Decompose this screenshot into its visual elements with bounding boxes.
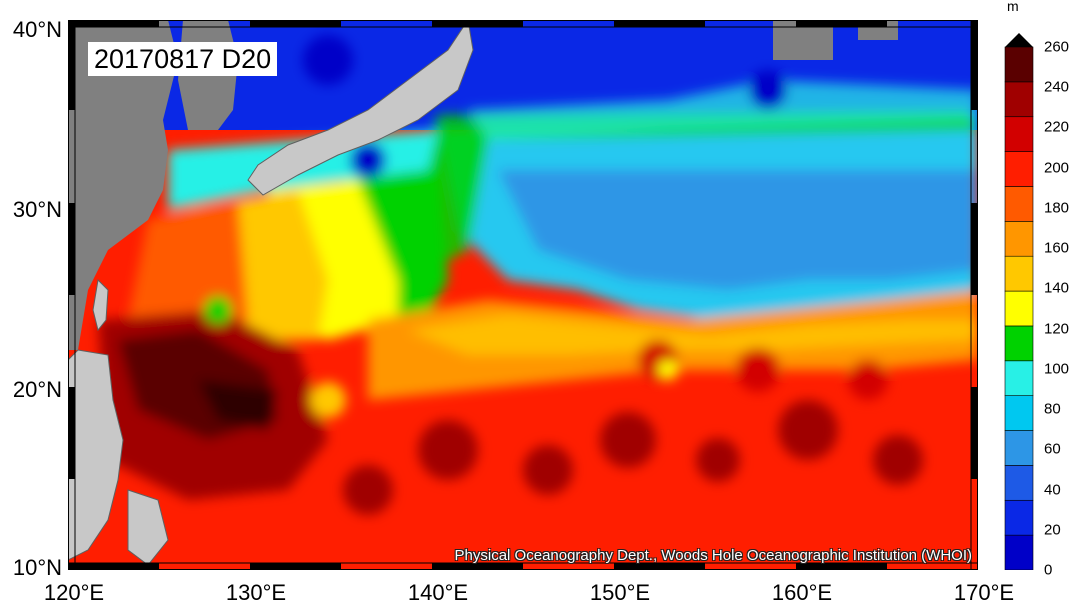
colorbar-tick-label: 0 (1044, 561, 1053, 579)
lon-label-140: 140°E (407, 580, 469, 605)
colorbar-swatch (1004, 395, 1034, 431)
colorbar-swatch (1004, 116, 1034, 152)
colorbar-tick-label: 120 (1044, 320, 1070, 338)
lon-label-130: 130°E (225, 580, 287, 605)
colorbar-swatch (1004, 81, 1034, 118)
colorbar-swatch (1004, 151, 1034, 187)
colorbar-swatch (1004, 221, 1034, 257)
colorbar-tick-label: 220 (1044, 118, 1070, 136)
lat-label-10: 10°N (12, 555, 62, 580)
credit-line: Physical Oceanography Dept., Woods Hole … (454, 547, 972, 564)
colorbar-swatch (1004, 430, 1034, 466)
colorbar-tick-label: 200 (1044, 159, 1070, 177)
colorbar (1004, 33, 1034, 570)
colorbar-swatch (1004, 46, 1034, 83)
lon-label-170: 170°E (953, 580, 1015, 605)
colorbar-tick-label: 80 (1044, 400, 1061, 418)
colorbar-swatch (1004, 465, 1034, 501)
lat-label-40: 40°N (12, 17, 62, 42)
colorbar-swatch (1004, 360, 1034, 396)
lon-label-150: 150°E (589, 580, 651, 605)
colorbar-swatch (1004, 499, 1034, 536)
colorbar-tick-label: 100 (1044, 360, 1070, 378)
colorbar-tick-label: 60 (1044, 440, 1061, 458)
depth-map (68, 20, 978, 570)
lon-label-120: 120°E (43, 580, 105, 605)
lon-label-160: 160°E (771, 580, 833, 605)
lat-label-20: 20°N (12, 377, 62, 402)
colorbar-swatch (1004, 290, 1034, 327)
frame-ticks (68, 20, 978, 570)
depth-contours (98, 35, 978, 515)
colorbar-tick-label: 180 (1044, 199, 1070, 217)
colorbar-swatch (1004, 534, 1034, 570)
colorbar-arrow (1005, 33, 1033, 47)
colorbar-swatch (1004, 325, 1034, 362)
map-date-stamp: 20170817 D20 (88, 42, 278, 76)
colorbar-tick-label: 40 (1044, 481, 1061, 499)
colorbar-tick-label: 260 (1044, 38, 1070, 56)
colorbar-swatch (1004, 255, 1034, 292)
colorbar-tick-label: 20 (1044, 521, 1061, 539)
lat-label-30: 30°N (12, 197, 62, 222)
d20-field-map (68, 20, 978, 570)
colorbar-unit: m (1007, 0, 1019, 14)
colorbar-tick-label: 160 (1044, 239, 1070, 257)
colorbar-tick-label: 240 (1044, 78, 1070, 96)
colorbar-tick-label: 140 (1044, 279, 1070, 297)
colorbar-swatch (1004, 186, 1034, 222)
